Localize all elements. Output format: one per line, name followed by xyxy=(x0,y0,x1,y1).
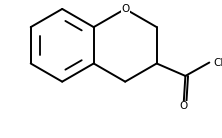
Text: O: O xyxy=(179,101,188,112)
Text: Cl: Cl xyxy=(213,58,222,67)
Text: O: O xyxy=(121,4,129,14)
